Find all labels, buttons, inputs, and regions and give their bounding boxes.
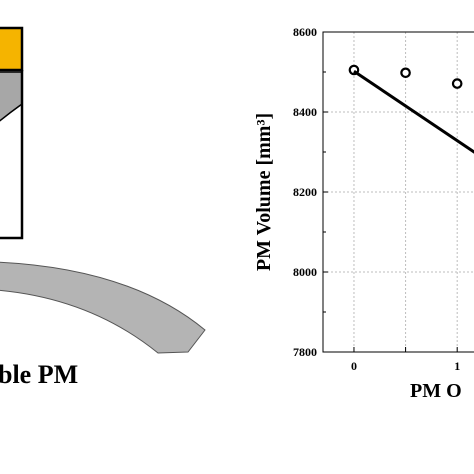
y-axis-title: PM Volume [mm³] xyxy=(253,113,275,271)
x-tick-label: 0 xyxy=(351,359,357,373)
stator-arc xyxy=(0,261,206,354)
y-axis-ticks: 7800 8000 8200 8400 8600 xyxy=(293,25,328,359)
y-tick-label: 8600 xyxy=(293,25,317,39)
motor-geometry-panel: ble PM xyxy=(0,26,206,389)
x-axis-title: PM O xyxy=(410,380,462,402)
grid-lines xyxy=(323,32,474,352)
rotor-core-segment xyxy=(0,71,23,122)
data-point xyxy=(400,67,411,79)
y-tick-label: 8400 xyxy=(293,105,317,119)
trend-line xyxy=(353,69,474,154)
rotor-cavity-outline xyxy=(0,70,24,240)
data-point xyxy=(451,78,463,89)
y-tick-label: 7800 xyxy=(293,345,317,359)
y-tick-label: 8200 xyxy=(293,185,317,199)
x-tick-label: 1 xyxy=(454,359,460,373)
panel-caption: ble PM xyxy=(0,360,78,389)
magnet-block xyxy=(0,26,24,72)
y-tick-label: 8000 xyxy=(293,265,317,279)
series-layer xyxy=(348,64,474,154)
